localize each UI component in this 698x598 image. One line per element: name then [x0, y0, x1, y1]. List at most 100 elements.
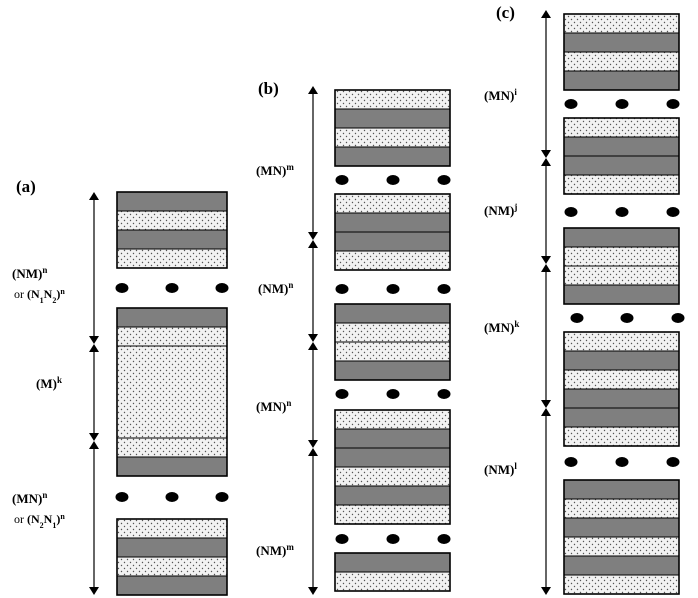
continuation-dot	[666, 99, 680, 109]
layer-block-b-6	[334, 409, 451, 525]
dark-layer	[116, 456, 228, 477]
arrow-head	[308, 86, 318, 94]
continuation-dot	[165, 283, 179, 293]
arrow-head	[541, 587, 551, 595]
dark-layer	[334, 552, 451, 573]
layer-block-c-8	[563, 13, 680, 91]
continuation-dot	[165, 492, 179, 502]
dark-layer	[563, 32, 680, 53]
layer-block-c-12	[563, 479, 680, 595]
dotted-layer	[563, 426, 680, 447]
arrow-head	[541, 400, 551, 408]
dotted-layer	[334, 341, 451, 362]
continuation-dot	[335, 389, 349, 399]
dark-layer	[563, 350, 680, 371]
dotted-layer	[563, 536, 680, 557]
continuation-dot	[666, 457, 680, 467]
continuation-dot	[115, 283, 129, 293]
continuation-dot	[335, 175, 349, 185]
dark-layer	[563, 555, 680, 576]
dotted-layer	[563, 574, 680, 595]
dotted-layer	[334, 409, 451, 430]
dark-layer	[334, 146, 451, 167]
layer-block-b-5	[334, 303, 451, 381]
arrow-head	[308, 587, 318, 595]
layer-block-a-2	[116, 518, 228, 596]
arrow-head	[89, 587, 99, 595]
layer-block-a-0	[116, 191, 228, 269]
dotted-layer	[116, 437, 228, 458]
dark-layer	[116, 229, 228, 250]
dotted-layer	[334, 250, 451, 271]
dotted-layer	[116, 556, 228, 577]
dark-layer	[563, 284, 680, 305]
dark-layer	[116, 537, 228, 558]
dotted-layer	[116, 326, 228, 347]
dark-layer	[563, 407, 680, 428]
dotted-layer	[563, 13, 680, 34]
dotted-layer	[563, 369, 680, 390]
dark-layer	[563, 155, 680, 176]
arrow-head	[541, 158, 551, 166]
arrow-head	[308, 440, 318, 448]
layer-block-b-7	[334, 552, 451, 592]
dotted-layer	[334, 89, 451, 110]
panel-b-segment-4-label: (NM)m	[256, 542, 294, 558]
panel-c-label: (c)	[496, 3, 515, 22]
continuation-dot	[666, 207, 680, 217]
arrow-head	[89, 344, 99, 352]
dotted-layer	[334, 504, 451, 525]
arrow-head	[541, 150, 551, 158]
dark-layer	[563, 388, 680, 409]
panel-c-segment-2-label: (NM)j	[484, 202, 517, 218]
panel-a-label: (a)	[16, 177, 36, 196]
continuation-dot	[335, 534, 349, 544]
dark-layer	[334, 485, 451, 506]
dotted-layer	[334, 466, 451, 487]
arrow-head	[541, 10, 551, 18]
layer-stacks	[116, 13, 680, 596]
period-arrows	[89, 10, 551, 595]
dark-layer	[334, 231, 451, 252]
dark-layer	[563, 70, 680, 91]
dark-layer	[116, 191, 228, 212]
layer-block-c-9	[563, 117, 680, 195]
panel-b-segment-1-label: (MN)m	[256, 162, 294, 178]
continuation-dot	[437, 534, 451, 544]
panel-b-label: (b)	[258, 79, 279, 98]
dotted-layer	[563, 331, 680, 352]
dotted-layer	[563, 174, 680, 195]
arrow-head	[89, 336, 99, 344]
dotted-layer	[116, 345, 228, 439]
dark-layer	[334, 360, 451, 381]
arrow-head	[89, 441, 99, 449]
dark-layer	[563, 227, 680, 248]
layer-block-c-11	[563, 331, 680, 447]
arrow-head	[308, 232, 318, 240]
dark-layer	[563, 479, 680, 500]
dotted-layer	[563, 117, 680, 138]
arrow-head	[541, 256, 551, 264]
panel-b-segment-2-label: (NM)n	[258, 280, 293, 296]
continuation-dot	[615, 207, 629, 217]
dotted-layer	[563, 265, 680, 286]
panel-a-segment-1-alt-label: or (N1N2)n	[14, 287, 65, 305]
continuation-dot	[564, 457, 578, 467]
layer-block-c-10	[563, 227, 680, 305]
dotted-layer	[334, 571, 451, 592]
arrow-head	[89, 192, 99, 200]
arrow-head	[89, 433, 99, 441]
dark-layer	[116, 575, 228, 596]
panel-c-segment-3-label: (MN)k	[484, 319, 519, 335]
continuation-dot	[437, 175, 451, 185]
continuation-dot	[564, 99, 578, 109]
dark-layer	[334, 447, 451, 468]
layer-block-b-3	[334, 89, 451, 167]
continuation-dot	[386, 175, 400, 185]
dark-layer	[334, 212, 451, 233]
dotted-layer	[334, 193, 451, 214]
dotted-layer	[334, 322, 451, 343]
dark-layer	[116, 307, 228, 328]
layer-block-b-4	[334, 193, 451, 271]
